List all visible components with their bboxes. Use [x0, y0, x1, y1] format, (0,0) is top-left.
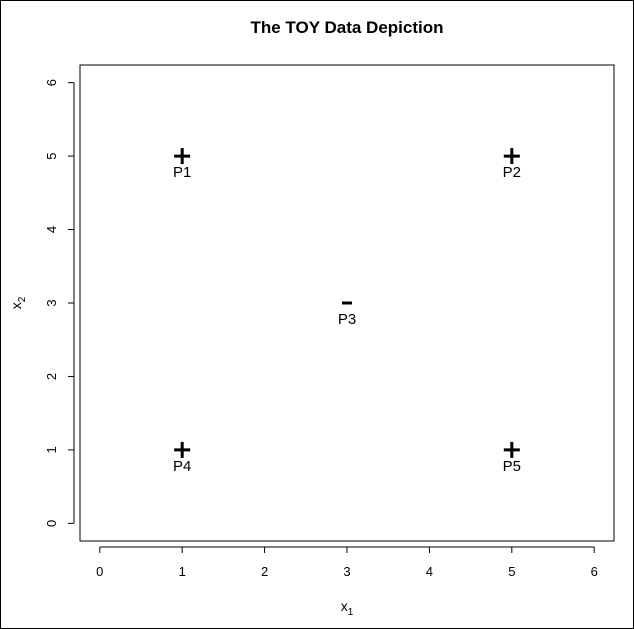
point-label: P4: [173, 458, 191, 475]
x-tick-label: 1: [179, 564, 186, 579]
x-axis-label: x1: [341, 598, 354, 618]
plot-box: [79, 64, 615, 542]
y-axis-label: x2: [8, 296, 28, 309]
data-point-p2: P2: [503, 148, 521, 181]
x-axis-label-base: x: [341, 598, 348, 614]
x-tick-label: 5: [508, 564, 515, 579]
y-tick-label: 6: [44, 79, 59, 86]
y-tick-label: 0: [44, 520, 59, 527]
data-point-p5: P5: [503, 441, 521, 475]
data-point-p4: P4: [173, 441, 191, 475]
x-tick-label: 3: [343, 564, 350, 579]
y-tick-label: 5: [44, 152, 59, 159]
point-label: P1: [173, 164, 191, 181]
chart-title: The TOY Data Depiction: [250, 18, 443, 37]
x-axis: 0 1 2 3 4 5 6: [96, 546, 598, 579]
y-axis-label-base: x: [8, 302, 24, 309]
y-tick-label: 2: [44, 373, 59, 380]
x-tick-label: 6: [591, 564, 598, 579]
x-axis-label-subscript: 1: [348, 607, 354, 618]
point-label: P2: [503, 164, 521, 181]
x-tick-label: 4: [426, 564, 433, 579]
point-label: P3: [338, 311, 356, 328]
y-axis-label-subscript: 2: [17, 296, 28, 302]
data-point-p3: P3: [338, 301, 356, 328]
data-point-p1: P1: [173, 148, 191, 181]
data-points: P1 P2 P3 P4 P5: [173, 148, 521, 475]
y-tick-label: 3: [44, 299, 59, 306]
x-tick-label: 0: [96, 564, 103, 579]
y-axis: 0 1 2 3 4 5 6: [44, 79, 75, 527]
y-tick-label: 4: [44, 226, 59, 233]
x-tick-label: 2: [261, 564, 268, 579]
y-tick-label: 1: [44, 446, 59, 453]
point-label: P5: [503, 458, 521, 475]
